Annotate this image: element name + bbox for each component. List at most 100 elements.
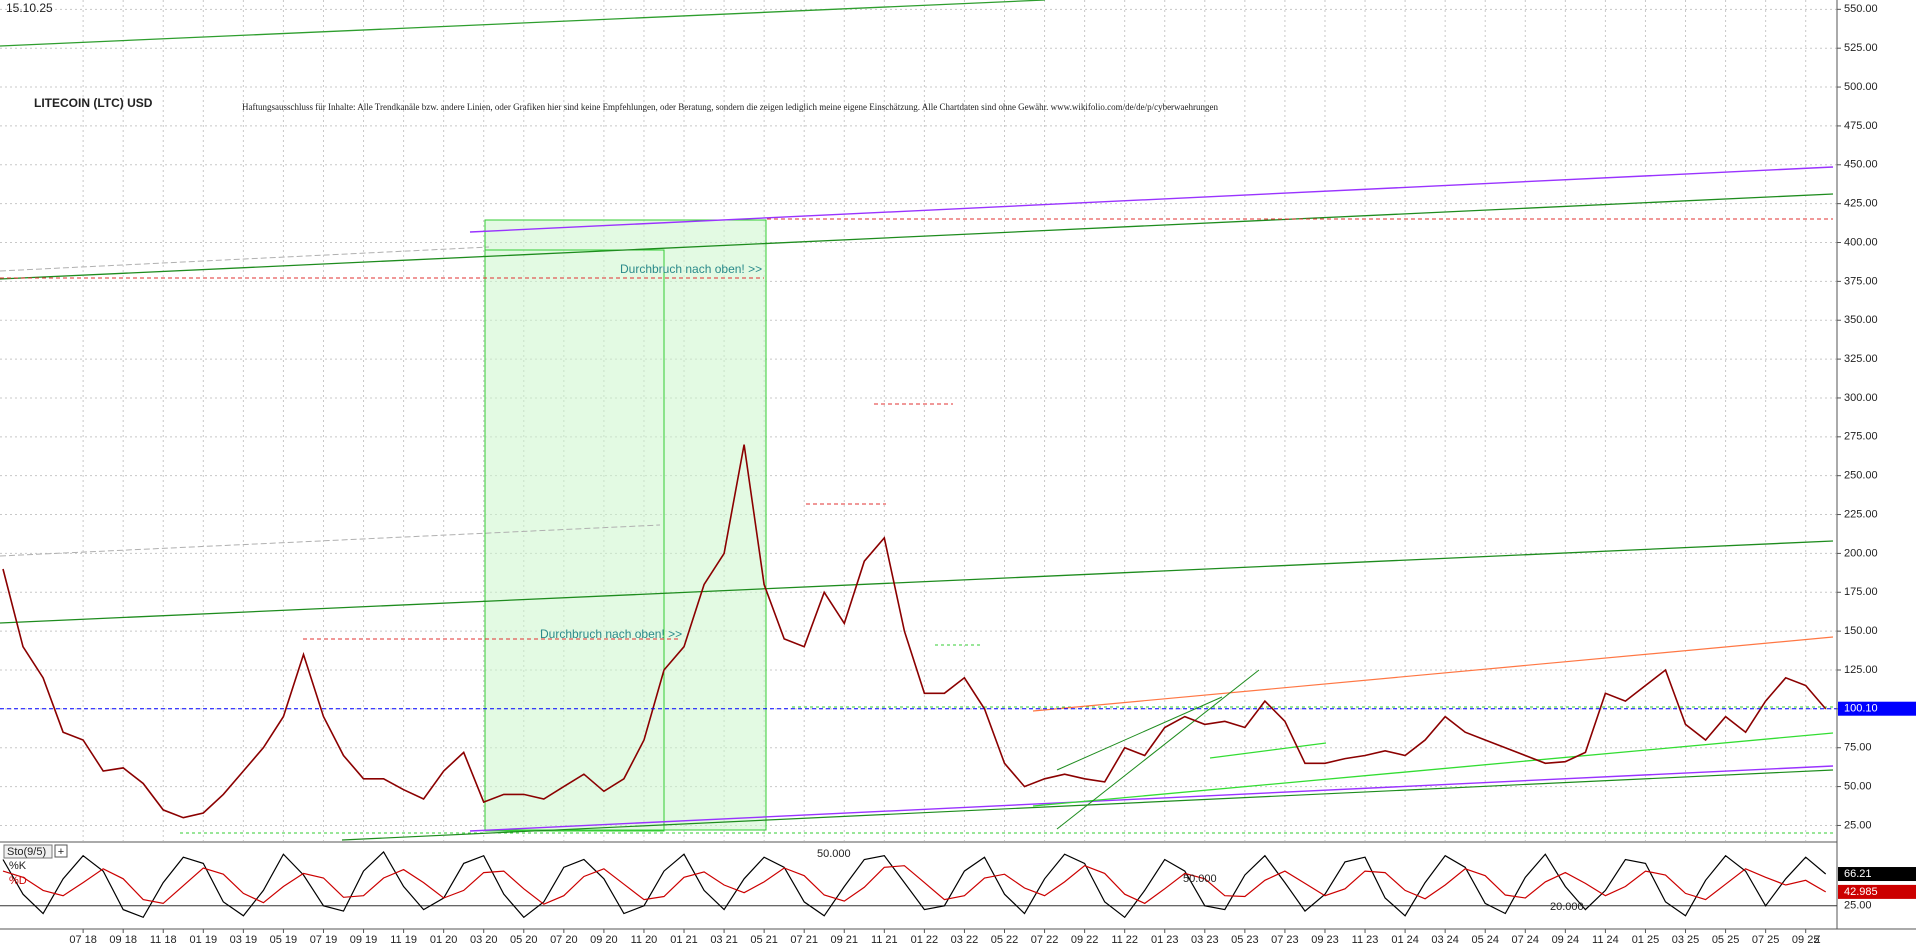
x-tick-label: 03 23: [1191, 934, 1219, 946]
annotation: Durchbruch nach oben! >>: [620, 262, 762, 276]
x-tick-label: 11 22: [1111, 934, 1138, 946]
y-tick-label: 550.00: [1844, 3, 1878, 15]
stoch-last-label: 66.21: [1844, 868, 1872, 880]
x-tick-label: 01 21: [670, 934, 698, 946]
y-tick-label: 350.00: [1844, 314, 1878, 326]
stoch-line: [2, 850, 1827, 919]
x-tick-label: 03 25: [1672, 934, 1700, 946]
legend-k: %K: [9, 860, 27, 872]
y-tick-label: 525.00: [1844, 42, 1878, 54]
last-price-box: [1838, 701, 1916, 716]
x-tick-label: 11 18: [150, 934, 177, 946]
trendline: [469, 765, 1834, 832]
last-price-label: 100.10: [1844, 703, 1878, 715]
stochastic-panel: [0, 850, 1837, 919]
trendline: [1056, 696, 1223, 771]
x-tick-label: 01 20: [430, 934, 458, 946]
x-tick-label: 07 23: [1271, 934, 1299, 946]
y-tick-label: 175.00: [1844, 586, 1878, 598]
x-tick-label: 05 22: [991, 934, 1019, 946]
x-tick-label: 09 24: [1552, 934, 1580, 946]
trendline: [1209, 742, 1327, 759]
y-tick-label: 450.00: [1844, 159, 1878, 171]
add-icon: +: [58, 846, 64, 858]
y-tick-label: 75.00: [1844, 742, 1872, 754]
stoch-line: [2, 865, 1827, 905]
y-tick-label: 50.00: [1844, 780, 1872, 792]
y-tick-label: 150.00: [1844, 625, 1878, 637]
disclaimer: Haftungsausschluss für Inhalte: Alle Tre…: [242, 102, 1219, 112]
x-tick-label: 05 19: [270, 934, 298, 946]
x-tick-label: 09 23: [1311, 934, 1339, 946]
x-tick-label: 07 25: [1752, 934, 1780, 946]
trendline: [0, 540, 1834, 624]
x-tick-label: 01 25: [1632, 934, 1660, 946]
y-tick-label: 250.00: [1844, 470, 1878, 482]
x-tick-label: 09 25: [1792, 934, 1820, 946]
x-tick-label: 01 22: [911, 934, 939, 946]
indicator-box[interactable]: [3, 844, 53, 859]
x-tick-label: 09 20: [590, 934, 618, 946]
trendline: [0, 246, 490, 272]
x-tick-label: 07 24: [1512, 934, 1540, 946]
x-tick-label: 11 20: [631, 934, 658, 946]
y-tick-label: 325.00: [1844, 353, 1878, 365]
y-tick-label: 375.00: [1844, 275, 1878, 287]
trendline: [0, 0, 1046, 47]
y-tick-label: 125.00: [1844, 664, 1878, 676]
stoch-last-box: [1838, 884, 1916, 899]
y-tick-label: 400.00: [1844, 236, 1878, 248]
x-tick-label: 09 19: [350, 934, 378, 946]
x-tick-label: 09 18: [109, 934, 137, 946]
x-tick-label: 07 19: [310, 934, 338, 946]
y-tick-label: 200.00: [1844, 547, 1878, 559]
y-tick-label: 25.00: [1844, 819, 1872, 831]
x-tick-label: 07 22: [1031, 934, 1059, 946]
x-tick-label: 05 25: [1712, 934, 1740, 946]
indicator-title: Sto(9/5): [7, 846, 46, 858]
drawings: [0, 0, 1834, 841]
x-tick-label: 03 19: [230, 934, 258, 946]
x-tick-label: 03 20: [470, 934, 498, 946]
plot-area: [0, 0, 1837, 841]
trendline: [469, 166, 1834, 233]
x-tick-label: 11 21: [871, 934, 898, 946]
x-tick-label: 03 24: [1431, 934, 1459, 946]
trendline: [1032, 636, 1834, 712]
x-tick-label: 03 22: [951, 934, 979, 946]
add-button[interactable]: [54, 844, 68, 858]
panel-annotation: 50.000: [817, 848, 851, 860]
x-tick-label: 07 21: [790, 934, 818, 946]
legend-d: %D: [9, 875, 27, 887]
trendline: [0, 193, 1834, 280]
y-tick-label: 425.00: [1844, 198, 1878, 210]
annotation: Durchbruch nach oben! >>: [540, 627, 682, 641]
highlight-box: [484, 249, 665, 832]
x-tick-label: 07 20: [550, 934, 578, 946]
x-tick-label: 01 19: [190, 934, 218, 946]
stoch-last-label: 42.985: [1844, 886, 1878, 898]
x-tick-label: 05 24: [1471, 934, 1499, 946]
x-tick-label: 09 22: [1071, 934, 1099, 946]
y-tick-label: 475.00: [1844, 120, 1878, 132]
date-label: 15.10.25: [6, 1, 53, 15]
x-tick-label: 05 21: [750, 934, 778, 946]
price-layer: [0, 444, 1837, 819]
panel-annotation: 50.000: [1183, 873, 1217, 885]
price-line: [2, 444, 1827, 819]
y-tick-label: 500.00: [1844, 81, 1878, 93]
x-tick-label: 11 23: [1352, 934, 1379, 946]
axis-area: [1837, 0, 1916, 948]
grid-layer: [0, 0, 1837, 841]
axis-end-label: Z: [1814, 934, 1821, 946]
x-tick-label: 09 21: [830, 934, 858, 946]
panel-annotation: 20.000: [1550, 901, 1584, 913]
trendline: [1032, 732, 1834, 807]
x-tick-label: 05 23: [1231, 934, 1259, 946]
trendline: [1056, 669, 1260, 830]
highlight-box: [484, 219, 767, 831]
chart-title: LITECOIN (LTC) USD: [34, 96, 153, 110]
stoch-last-box: [1838, 867, 1916, 882]
